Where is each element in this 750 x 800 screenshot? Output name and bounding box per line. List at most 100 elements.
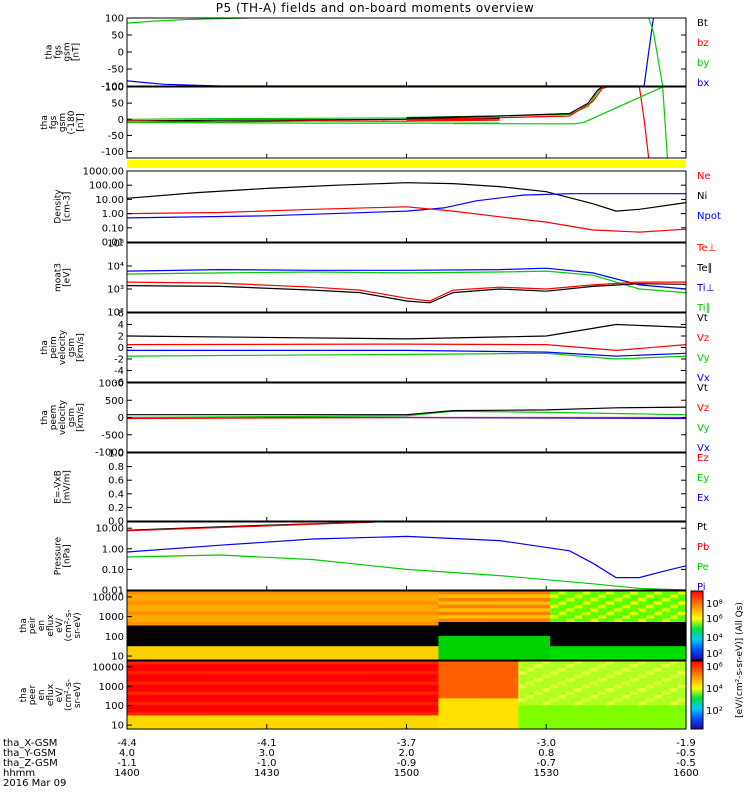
spectro-cell	[622, 684, 631, 689]
spectro-cell	[198, 664, 208, 669]
spectro-cell	[470, 688, 479, 693]
spectro-cell	[398, 639, 408, 644]
spectro-cell	[430, 664, 440, 669]
spectro-cell	[622, 622, 631, 626]
spectro-cell	[254, 601, 264, 606]
spectro-cell	[350, 646, 360, 651]
spectro-cell	[382, 674, 392, 679]
spectro-cell	[166, 597, 176, 602]
spectro-cell	[638, 708, 647, 713]
spectro-cell	[670, 684, 679, 689]
spectro-cell	[310, 701, 320, 706]
spectro-cell	[286, 667, 296, 672]
spectro-cell	[382, 653, 392, 658]
spectro-cell	[518, 629, 527, 633]
spectro-cell	[566, 604, 575, 609]
spectro-cell	[302, 649, 312, 654]
spectro-cell	[246, 653, 256, 658]
spectro-cell	[262, 649, 272, 654]
spectro-cell	[151, 708, 160, 713]
spectro-cell	[326, 656, 336, 661]
spectro-cell	[262, 635, 272, 640]
spectro-cell	[246, 725, 256, 730]
spectro-cell	[582, 684, 591, 689]
spectro-cell	[294, 618, 304, 623]
spectro-cell	[646, 701, 655, 706]
spectro-cell	[398, 712, 408, 716]
spectro-cell	[446, 691, 455, 696]
spectro-cell	[334, 649, 344, 654]
spectro-cell	[542, 715, 551, 720]
spectro-cell	[302, 691, 312, 696]
spectro-cell	[582, 653, 591, 658]
spectro-cell	[614, 715, 623, 720]
legend-Ti∥: Ti∥	[696, 303, 711, 314]
spectro-cell	[542, 656, 551, 661]
spectro-cell	[190, 681, 200, 686]
spectro-cell	[478, 718, 487, 723]
spectro-cell	[127, 639, 136, 644]
spectro-cell	[550, 722, 559, 727]
spectro-cell	[206, 608, 216, 613]
spectro-cell	[334, 604, 344, 609]
spectro-cell	[478, 642, 487, 647]
spectro-cell	[406, 695, 416, 699]
spectro-cell	[550, 632, 559, 637]
spectro-cell	[342, 642, 352, 647]
spectro-cell	[486, 601, 495, 606]
spectro-cell	[502, 625, 511, 630]
spectro-cell	[230, 632, 240, 637]
spectro-cell	[294, 695, 304, 699]
spectro-cell	[358, 671, 368, 676]
spectro-cell	[622, 695, 631, 699]
spectro-cell	[646, 646, 655, 651]
x-row-value: -0.5	[676, 748, 696, 759]
spectro-cell	[254, 681, 264, 686]
spectro-cell	[382, 664, 392, 669]
spectro-cell	[494, 646, 503, 651]
spectro-cell	[590, 653, 599, 658]
spectro-cell	[366, 611, 376, 616]
spectro-cell	[158, 646, 168, 651]
spectro-cell	[222, 674, 232, 679]
spectro-cell	[174, 688, 184, 693]
spectro-cell	[230, 674, 240, 679]
spectro-cell	[294, 622, 304, 626]
spectro-cell	[135, 691, 144, 696]
x-row-value: 3.0	[259, 748, 275, 759]
spectro-cell	[406, 594, 416, 599]
spectro-cell	[230, 601, 240, 606]
spectro-cell	[494, 671, 503, 676]
spectrogram-peir: 10000100010010thapeirenefluxeV/(cm²-s-sr…	[19, 590, 704, 663]
spectro-cell	[238, 597, 248, 602]
spectro-cell	[390, 656, 400, 661]
spectro-cell	[398, 667, 408, 672]
spectro-cell	[678, 635, 687, 640]
spectro-cell	[206, 618, 216, 623]
spectro-cell	[574, 601, 583, 606]
spectro-cell	[270, 649, 280, 654]
spectro-cell	[382, 661, 392, 665]
spectro-cell	[350, 667, 360, 672]
spectro-cell	[518, 632, 527, 637]
spectro-cell	[454, 674, 463, 679]
spectro-cell	[662, 649, 671, 654]
spectro-cell	[230, 678, 240, 682]
spectro-cell	[430, 639, 440, 644]
spectro-cell	[326, 701, 336, 706]
legend-Vx: Vx	[697, 373, 710, 384]
spectro-cell	[151, 625, 160, 630]
spectro-cell	[198, 642, 208, 647]
spectro-cell	[470, 649, 479, 654]
x-row-label: tha_Y-GSM	[3, 748, 56, 759]
spectro-cell	[446, 618, 455, 623]
spectro-cell	[342, 667, 352, 672]
spectro-cell	[454, 661, 463, 665]
spectro-cell	[286, 632, 296, 637]
spectro-cell	[254, 591, 264, 595]
spectro-cell	[238, 635, 248, 640]
spectro-cell	[670, 597, 679, 602]
spectro-cell	[366, 661, 376, 665]
spectro-cell	[382, 671, 392, 676]
spectro-cell	[358, 664, 368, 669]
